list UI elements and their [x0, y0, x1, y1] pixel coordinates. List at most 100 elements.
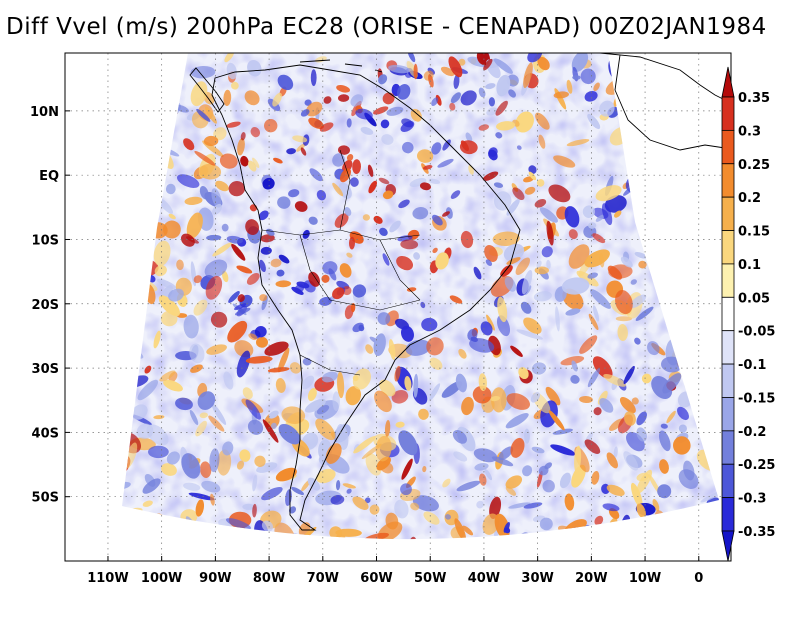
anomaly-blob: [316, 405, 330, 415]
anomaly-blob: [550, 444, 576, 456]
anomaly-blob: [266, 228, 275, 236]
anomaly-blob: [531, 446, 545, 454]
lat-tick-label: 10N: [30, 105, 59, 120]
anomaly-blob: [374, 390, 392, 413]
anomaly-blob: [579, 335, 598, 354]
anomaly-blob: [548, 410, 565, 431]
anomaly-blob: [488, 97, 496, 107]
anomaly-blob: [492, 231, 520, 247]
anomaly-blob: [210, 311, 228, 328]
anomaly-blob: [156, 278, 177, 289]
anomaly-blob: [677, 202, 694, 210]
anomaly-blob: [527, 53, 543, 63]
anomaly-blob: [288, 506, 297, 514]
anomaly-blob: [300, 147, 307, 156]
anomaly-blob: [691, 202, 702, 216]
anomaly-blob: [539, 207, 558, 223]
axis-labels: 10N EQ 10S 20S 30S 40S 50S 110W 100W 90W 80W 70W 60W…: [30, 105, 703, 586]
anomaly-blob: [432, 247, 438, 254]
anomaly-blob: [177, 534, 196, 540]
anomaly-blob: [252, 157, 260, 168]
anomaly-blob: [242, 503, 255, 511]
anomaly-blob: [289, 362, 301, 374]
anomaly-blob: [544, 462, 553, 470]
anomaly-blob: [670, 250, 685, 266]
anomaly-blob: [181, 536, 195, 540]
anomaly-blob: [242, 387, 253, 400]
lat-tick-label: 50S: [32, 491, 59, 506]
anomaly-blob: [262, 539, 273, 555]
anomaly-blob: [247, 59, 262, 77]
anomaly-blob: [508, 502, 531, 509]
anomaly-blob: [259, 294, 268, 302]
anomaly-blob: [683, 460, 695, 481]
anomaly-blob: [332, 391, 340, 412]
anomaly-blob: [189, 409, 199, 426]
anomaly-blob: [217, 449, 232, 476]
anomaly-blob: [528, 171, 537, 181]
lon-tick-label: 30W: [521, 571, 553, 586]
anomaly-blob: [669, 310, 686, 325]
anomaly-blob: [418, 408, 429, 420]
anomaly-blob: [486, 314, 495, 331]
colorbar-box: [721, 230, 735, 265]
anomaly-blob: [122, 190, 134, 206]
anomaly-blob: [617, 324, 628, 341]
anomaly-blob: [183, 138, 195, 151]
anomaly-blob: [670, 71, 692, 94]
colorbar-box: [721, 296, 735, 332]
anomaly-blob: [710, 385, 717, 395]
anomaly-blob: [339, 263, 352, 278]
colorbar-label: -0.3: [738, 492, 766, 507]
anomaly-blob: [553, 155, 576, 168]
anomaly-blob: [462, 525, 474, 536]
anomaly-blob: [183, 314, 199, 339]
anomaly-blob: [584, 439, 601, 454]
anomaly-blob: [601, 203, 613, 226]
anomaly-blob: [373, 106, 389, 115]
anomaly-blob: [524, 186, 536, 195]
anomaly-blob: [162, 220, 181, 239]
anomaly-blob: [206, 234, 222, 241]
anomaly-blob: [521, 270, 533, 295]
anomaly-blob: [176, 174, 200, 188]
anomaly-blob: [548, 184, 571, 203]
anomaly-blob: [629, 85, 654, 105]
anomaly-blob: [236, 350, 251, 378]
anomaly-blob: [122, 96, 136, 116]
anomaly-blob: [504, 527, 511, 534]
anomaly-blob: [634, 337, 641, 345]
anomaly-blob: [209, 448, 220, 473]
anomaly-blob: [153, 240, 171, 267]
anomaly-blob: [398, 430, 418, 456]
anomaly-blob: [296, 143, 306, 152]
anomaly-blob: [381, 134, 394, 145]
anomaly-blob: [684, 517, 691, 540]
anomaly-blob: [670, 110, 685, 132]
anomaly-blob: [352, 159, 362, 174]
lon-tick-label: 110W: [87, 571, 128, 586]
anomaly-blob: [273, 533, 291, 540]
anomaly-blob: [189, 343, 205, 364]
anomaly-blob: [294, 201, 308, 212]
anomaly-blob: [129, 526, 145, 540]
anomaly-blob: [580, 68, 596, 85]
anomaly-blob: [244, 90, 260, 106]
anomaly-blob: [228, 180, 245, 197]
anomaly-blob: [478, 87, 486, 98]
anomaly-blob: [394, 365, 401, 382]
anomaly-blob: [691, 287, 714, 298]
anomaly-blob: [675, 141, 695, 159]
anomaly-blob: [215, 180, 229, 192]
anomaly-blob: [391, 390, 409, 404]
anomaly-blob: [679, 130, 690, 138]
anomaly-blob: [528, 165, 537, 174]
anomaly-blob: [213, 127, 227, 141]
anomaly-blob: [486, 107, 498, 116]
anomaly-blob: [291, 486, 304, 496]
anomaly-blob: [332, 182, 344, 197]
anomaly-blob: [338, 94, 350, 102]
anomaly-blob: [250, 126, 261, 138]
colorbar-box: [721, 163, 735, 198]
anomaly-blob: [538, 134, 546, 149]
